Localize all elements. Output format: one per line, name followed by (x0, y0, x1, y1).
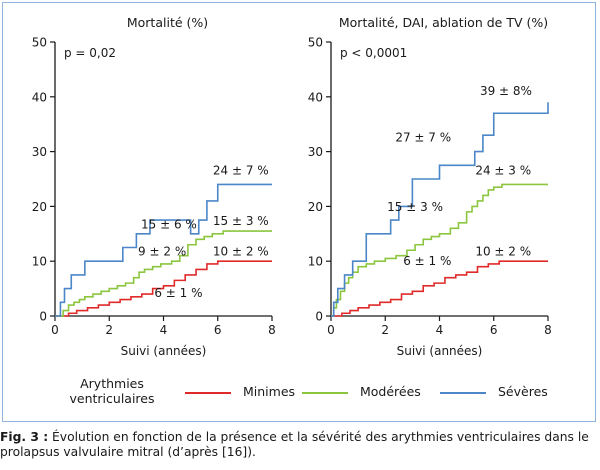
x-tick-label: 2 (381, 323, 389, 337)
data-label: 39 ± 8% (480, 84, 532, 98)
y-tick-label: 10 (32, 255, 47, 269)
x-tick-label: 0 (327, 323, 335, 337)
data-label: 15 ± 3 % (213, 214, 269, 228)
y-tick-label: 30 (32, 145, 47, 159)
y-tick-label: 0 (315, 310, 323, 324)
legend-item-severes: Sévères (440, 382, 560, 402)
y-tick-label: 20 (32, 200, 47, 214)
x-tick-label: 8 (268, 323, 276, 337)
data-label: 10 ± 2 % (213, 245, 269, 259)
legend-title: Arythmies ventriculaires (69, 376, 155, 406)
x-tick-label: 0 (51, 323, 59, 337)
y-tick-label: 50 (32, 36, 47, 50)
data-label: 6 ± 1 % (403, 254, 451, 268)
data-label: 6 ± 1 % (154, 286, 202, 300)
series-line-severes (55, 183, 272, 317)
x-axis-label: Suivi (années) (397, 344, 483, 358)
y-tick-label: 10 (308, 255, 323, 269)
data-label: 27 ± 7 % (395, 131, 451, 145)
x-axis-label: Suivi (années) (121, 344, 207, 358)
legend-item-moderees: Modérées (302, 382, 422, 402)
y-tick-label: 0 (39, 310, 47, 324)
data-label: 10 ± 2 % (475, 245, 531, 259)
series-line-moderees (331, 183, 548, 317)
x-tick-label: 8 (544, 323, 552, 337)
data-label: 15 ± 3 % (387, 200, 443, 214)
legend: Arythmies ventriculaires Minimes Modérée… (0, 368, 600, 418)
data-label: 24 ± 3 % (475, 164, 531, 178)
p-value-label: p = 0,02 (64, 46, 116, 60)
series-line-severes (331, 102, 549, 317)
legend-swatch-minimes (185, 392, 231, 394)
figure-frame (2, 2, 596, 422)
x-tick-label: 4 (436, 323, 444, 337)
y-tick-label: 20 (308, 200, 323, 214)
chart-title: Mortalité, DAI, ablation de TV (%) (339, 15, 548, 30)
y-tick-label: 40 (308, 90, 323, 104)
x-tick-label: 6 (214, 323, 222, 337)
series-line-minimes (331, 260, 548, 317)
p-value-label: p < 0,0001 (340, 46, 407, 60)
chart-2: Mortalité, DAI, ablation de TV (%)010203… (308, 15, 552, 358)
chart-1: Mortalité (%) 0 10 20 30 40 50 0 2 4 6 8 Suivi (anné… (32, 15, 276, 358)
y-tick-label: 50 (308, 36, 323, 50)
series-line-minimes (55, 260, 272, 317)
legend-label-severes: Sévères (498, 384, 548, 399)
figure-caption: Fig. 3 : Évolution en fonction de la pré… (0, 430, 600, 460)
x-tick-label: 6 (490, 323, 498, 337)
caption-text: Évolution en fonction de la présence et … (0, 430, 589, 459)
caption-label: Fig. 3 : (0, 430, 49, 444)
x-tick-label: 2 (105, 323, 113, 337)
y-tick-label: 30 (308, 145, 323, 159)
legend-label-moderees: Modérées (360, 384, 421, 399)
legend-label-minimes: Minimes (243, 384, 296, 399)
legend-swatch-moderees (302, 392, 348, 394)
series-line-moderees (55, 230, 272, 317)
y-tick-label: 40 (32, 90, 47, 104)
x-tick-label: 4 (160, 323, 168, 337)
chart-title: Mortalité (%) (127, 15, 208, 30)
data-label: 24 ± 7 % (213, 164, 269, 178)
data-label: 15 ± 6 % (141, 217, 197, 231)
data-label: 9 ± 2 % (138, 245, 186, 259)
legend-swatch-severes (440, 392, 486, 394)
legend-item-minimes: Minimes (185, 382, 305, 402)
